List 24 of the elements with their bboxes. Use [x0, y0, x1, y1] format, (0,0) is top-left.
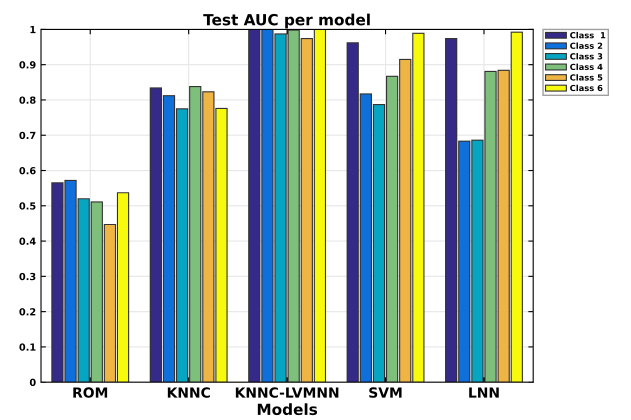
- legend-label: Class 1: [570, 32, 606, 38]
- x-tick-label: SVM: [369, 387, 402, 398]
- y-tick-label: 0.7: [19, 132, 36, 140]
- y-tick-label: 0.3: [19, 272, 36, 280]
- y-tick-label: 0.6: [19, 167, 36, 174]
- y-tick-label: 0.2: [19, 308, 36, 316]
- legend-label: Class 6: [570, 84, 602, 92]
- legend-label: Class 2: [570, 42, 602, 49]
- x-tick-label: ROM: [73, 387, 108, 398]
- legend-label: Class 5: [570, 74, 602, 81]
- y-tick-label: 0.5: [19, 202, 36, 210]
- x-tick-label: KNNC: [168, 387, 210, 398]
- chart-title: Test AUC per model: [203, 14, 370, 28]
- x-tick-label: LNN: [469, 387, 499, 398]
- x-tick-label: KNNC-LVMNN: [236, 387, 338, 398]
- legend-label: Class 4: [570, 64, 603, 70]
- y-tick-label: 0.1: [19, 343, 36, 351]
- y-tick-label: 0.4: [19, 238, 36, 245]
- y-tick-label: 1: [30, 26, 36, 34]
- y-tick-label: 0.8: [19, 96, 36, 104]
- x-axis-title: Models: [258, 403, 318, 416]
- y-tick-label: 0: [30, 378, 36, 386]
- y-tick-label: 0.9: [19, 61, 36, 69]
- legend-label: Class 3: [570, 53, 602, 60]
